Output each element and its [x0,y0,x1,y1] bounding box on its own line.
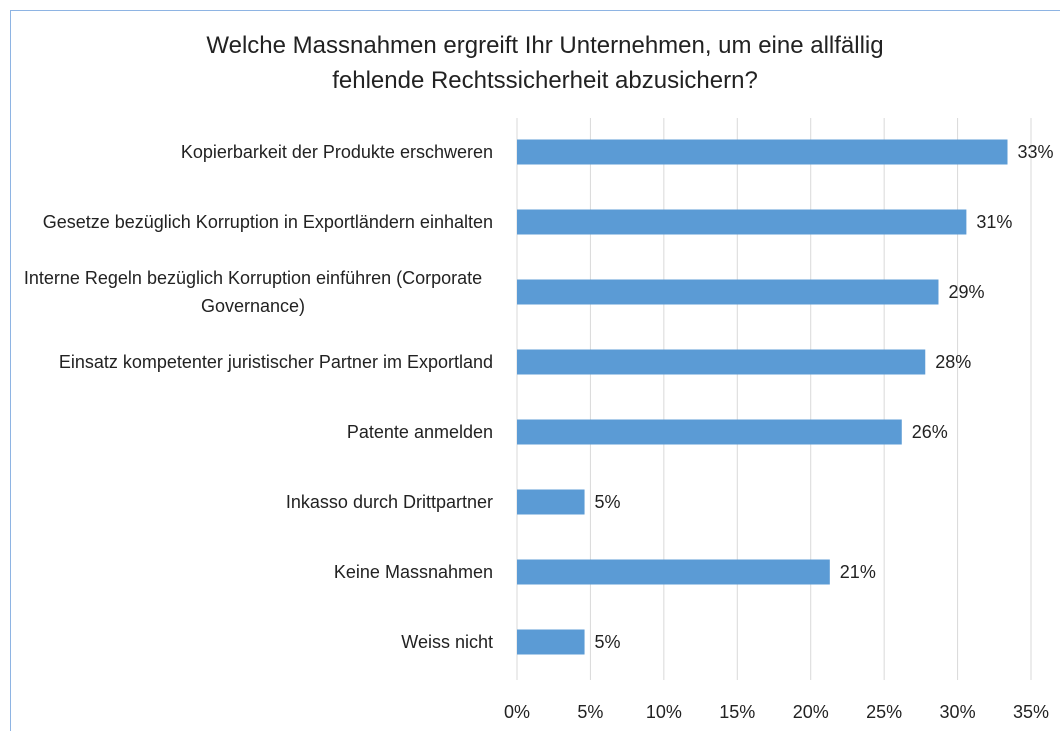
y-tick-label: Gesetze bezüglich Korruption in Exportlä… [42,212,493,232]
y-tick-label: Keine Massnahmen [333,562,493,582]
category-label-box: Kopierbarkeit der Produkte erschweren [13,138,493,166]
chart-frame [10,10,1060,731]
value-label: 31% [976,212,1012,232]
value-label: 5% [595,492,621,512]
y-tick-label: Interne Regeln bezüglich Korruption einf… [23,268,483,316]
value-label: 5% [595,632,621,652]
x-tick-label: 35% [1013,702,1049,722]
x-tick-label: 5% [577,702,603,722]
bar [517,279,939,305]
value-label: 29% [948,282,984,302]
x-tick-label: 15% [719,702,755,722]
bar [517,489,585,515]
bar [517,209,967,235]
x-tick-label: 25% [866,702,902,722]
x-tick-label: 0% [504,702,530,722]
y-tick-label: Patente anmelden [346,422,493,442]
x-tick-label: 30% [940,702,976,722]
bar [517,559,830,585]
category-label-box: Keine Massnahmen [13,558,493,586]
y-tick-label: Einsatz kompetenter juristischer Partner… [58,352,493,372]
category-label-box: Einsatz kompetenter juristischer Partner… [13,348,493,376]
y-tick-label: Kopierbarkeit der Produkte erschweren [180,142,493,162]
bar [517,419,902,445]
bar [517,139,1008,165]
value-label: 33% [1018,142,1054,162]
category-label-box: Inkasso durch Drittpartner [13,488,493,516]
category-label-box: Patente anmelden [13,418,493,446]
value-label: 21% [840,562,876,582]
y-tick-label: Weiss nicht [401,632,493,652]
x-tick-label: 20% [793,702,829,722]
bar [517,349,926,375]
bar [517,629,585,655]
y-tick-label: Inkasso durch Drittpartner [285,492,493,512]
category-label-box: Weiss nicht [13,628,493,656]
x-tick-label: 10% [646,702,682,722]
category-label-box: Gesetze bezüglich Korruption in Exportlä… [13,208,493,236]
value-label: 26% [912,422,948,442]
chart-title: Welche Massnahmen ergreift Ihr Unternehm… [206,32,884,94]
category-label-box: Interne Regeln bezüglich Korruption einf… [13,264,493,320]
value-label: 28% [935,352,971,372]
